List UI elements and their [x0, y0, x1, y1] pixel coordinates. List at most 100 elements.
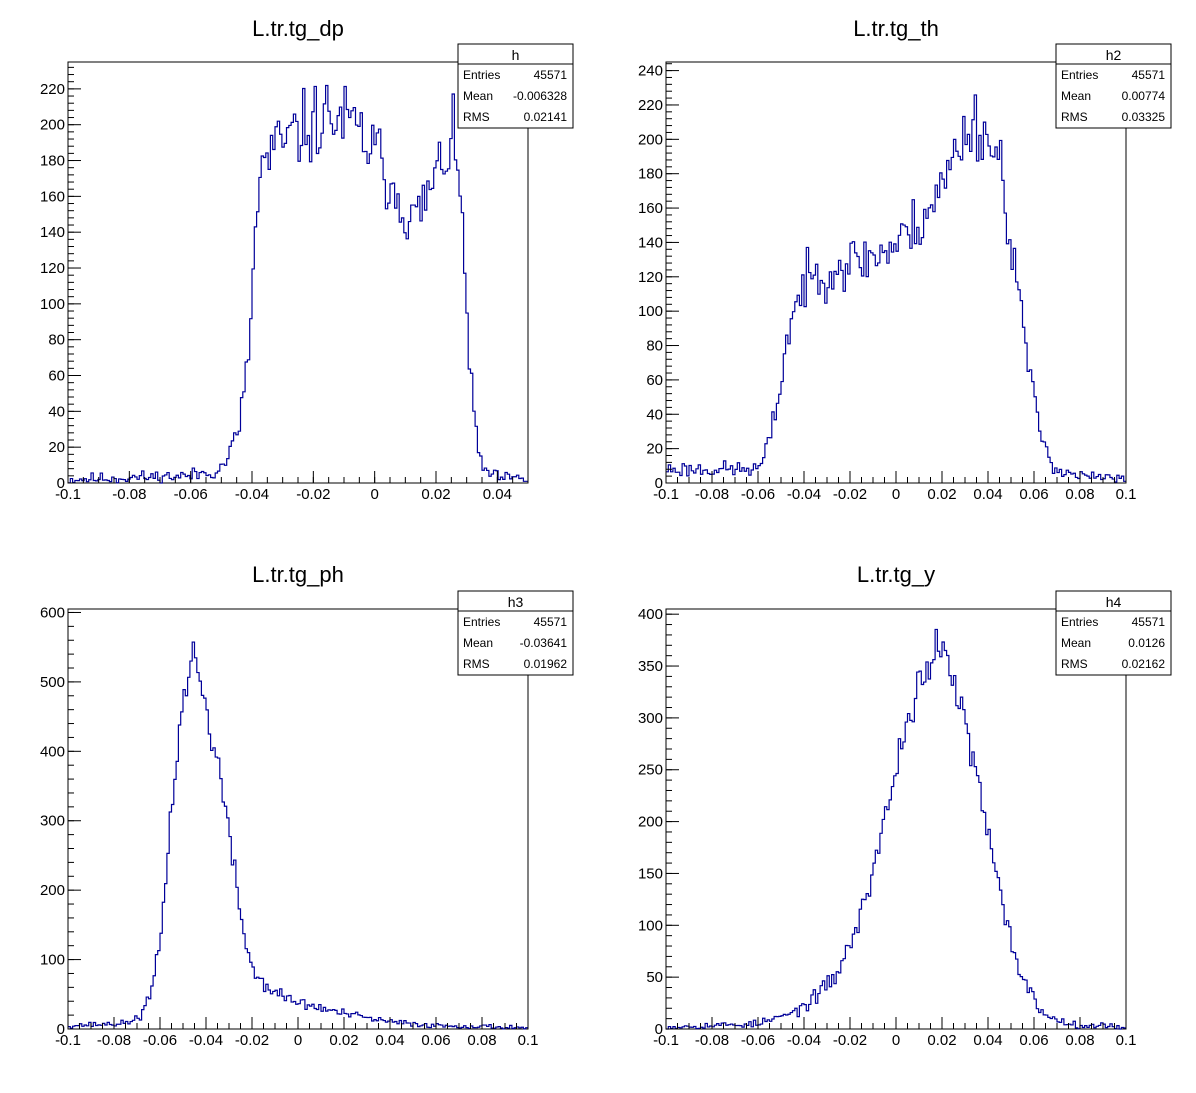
x-tick-label: 0.06: [1019, 1032, 1048, 1049]
y-tick-label: 300: [638, 710, 663, 727]
plot-title: L.tr.tg_dp: [252, 16, 344, 41]
stats-mean-label: Mean: [1061, 89, 1091, 103]
stats-mean-value: -0.006328: [513, 89, 567, 103]
stats-box: h4 Entries 45571 Mean 0.0126 RMS 0.02162: [1055, 590, 1172, 676]
x-tick-label: -0.04: [235, 486, 269, 503]
x-tick-label: 0.04: [973, 486, 1002, 503]
x-tick-label: 0.1: [1116, 1032, 1137, 1049]
stats-entries-label: Entries: [463, 615, 500, 629]
stats-mean-label: Mean: [1061, 636, 1091, 650]
x-tick-label: -0.02: [833, 1032, 867, 1049]
stats-mean-label: Mean: [463, 636, 493, 650]
y-tick-label: 200: [40, 117, 65, 134]
y-tick-label: 180: [40, 153, 65, 170]
histogram-panel-3: L.tr.tg_ph -0.1 -0.08 -0.06 -0.04 -0.02 0 0.02 0…: [40, 562, 574, 1049]
x-tick-label: 0.08: [467, 1032, 496, 1049]
x-tick-label: -0.1: [55, 486, 81, 503]
stats-rms-value: 0.03325: [1122, 110, 1166, 124]
histogram-line: [666, 628, 1126, 1030]
y-tick-label: 100: [40, 952, 65, 969]
x-tick-label: 0.04: [973, 1032, 1002, 1049]
x-tick-label: 0: [892, 1032, 900, 1049]
y-tick-label: 50: [646, 969, 663, 986]
x-tick-label: -0.06: [741, 1032, 775, 1049]
x-tick-label: -0.1: [653, 1032, 679, 1049]
histogram-line: [666, 94, 1126, 483]
stats-box: h3 Entries 45571 Mean -0.03641 RMS 0.01962: [457, 590, 574, 676]
stats-rms-value: 0.02141: [524, 110, 568, 124]
x-tick-label: 0.04: [483, 486, 512, 503]
plot-title: L.tr.tg_ph: [252, 562, 344, 587]
stats-box-frame: [457, 43, 574, 129]
y-tick-label: 0: [57, 1021, 65, 1038]
stats-rms-label: RMS: [463, 657, 490, 671]
x-tick-label: -0.06: [143, 1032, 177, 1049]
y-tick-label: 160: [40, 188, 65, 205]
stats-rms-label: RMS: [1061, 110, 1088, 124]
histogram-line: [68, 641, 528, 1030]
y-tick-label: 140: [40, 224, 65, 241]
x-tick-label: 0.1: [1116, 486, 1137, 503]
stats-box-frame: [1055, 590, 1172, 676]
x-tick-label: 0.04: [375, 1032, 404, 1049]
y-tick-label: 0: [57, 475, 65, 492]
y-tick-label: 100: [638, 917, 663, 934]
y-tick-label: 240: [638, 63, 663, 80]
y-tick-label: 120: [40, 260, 65, 277]
x-tick-label: 0: [370, 486, 378, 503]
y-tick-label: 180: [638, 166, 663, 183]
x-tick-label: -0.04: [787, 1032, 821, 1049]
y-tick-label: 100: [638, 303, 663, 320]
y-tick-label: 150: [638, 865, 663, 882]
y-tick-label: 200: [638, 814, 663, 831]
x-tick-label: 0.08: [1065, 486, 1094, 503]
y-tick-label: 0: [655, 1021, 663, 1038]
y-tick-label: 300: [40, 813, 65, 830]
y-tick-label: 40: [646, 406, 663, 423]
x-tick-label: -0.08: [97, 1032, 131, 1049]
stats-box-frame: [1055, 43, 1172, 129]
stats-box: h Entries 45571 Mean -0.006328 RMS 0.02141: [457, 43, 574, 129]
stats-entries-label: Entries: [463, 68, 500, 82]
histogram-panel-4: L.tr.tg_y -0.1 -0.08 -0.06 -0.04 -0.02 0 0.02 0.…: [638, 562, 1172, 1049]
x-tick-label: 0: [892, 486, 900, 503]
stats-entries-value: 45571: [1132, 68, 1166, 82]
x-tick-label: 0.06: [421, 1032, 450, 1049]
x-tick-label: -0.06: [741, 486, 775, 503]
stats-mean-label: Mean: [463, 89, 493, 103]
stats-entries-value: 45571: [534, 615, 568, 629]
x-tick-label: -0.1: [55, 1032, 81, 1049]
x-tick-label: -0.04: [787, 486, 821, 503]
x-tick-label: -0.08: [695, 1032, 729, 1049]
y-tick-label: 60: [48, 368, 65, 385]
stats-histogram-name: h3: [508, 594, 524, 610]
y-tick-label: 250: [638, 762, 663, 779]
y-tick-label: 100: [40, 296, 65, 313]
histogram-panel-1: L.tr.tg_dp -0.1 -0.08 -0.06 -0.04 -0.02 0 0.02 0…: [40, 16, 574, 503]
y-tick-label: 600: [40, 604, 65, 621]
y-tick-label: 400: [40, 743, 65, 760]
stats-entries-value: 45571: [534, 68, 568, 82]
y-tick-label: 200: [638, 131, 663, 148]
y-tick-label: 80: [48, 332, 65, 349]
x-tick-label: -0.02: [296, 486, 330, 503]
x-tick-label: 0.02: [927, 486, 956, 503]
y-tick-label: 0: [655, 475, 663, 492]
y-tick-label: 140: [638, 234, 663, 251]
stats-entries-value: 45571: [1132, 615, 1166, 629]
x-tick-label: -0.04: [189, 1032, 223, 1049]
x-tick-label: 0.06: [1019, 486, 1048, 503]
stats-mean-value: 0.00774: [1122, 89, 1166, 103]
histogram-panel-2: L.tr.tg_th -0.1 -0.08 -0.06 -0.04 -0.02 0 0.02 0…: [638, 16, 1172, 503]
x-tick-label: 0.1: [518, 1032, 539, 1049]
y-tick-label: 60: [646, 372, 663, 389]
y-tick-label: 120: [638, 269, 663, 286]
x-tick-label: 0.02: [421, 486, 450, 503]
y-tick-label: 40: [48, 403, 65, 420]
x-tick-label: -0.06: [174, 486, 208, 503]
y-tick-label: 200: [40, 882, 65, 899]
y-tick-label: 220: [40, 81, 65, 98]
x-tick-label: -0.08: [695, 486, 729, 503]
stats-rms-label: RMS: [1061, 657, 1088, 671]
